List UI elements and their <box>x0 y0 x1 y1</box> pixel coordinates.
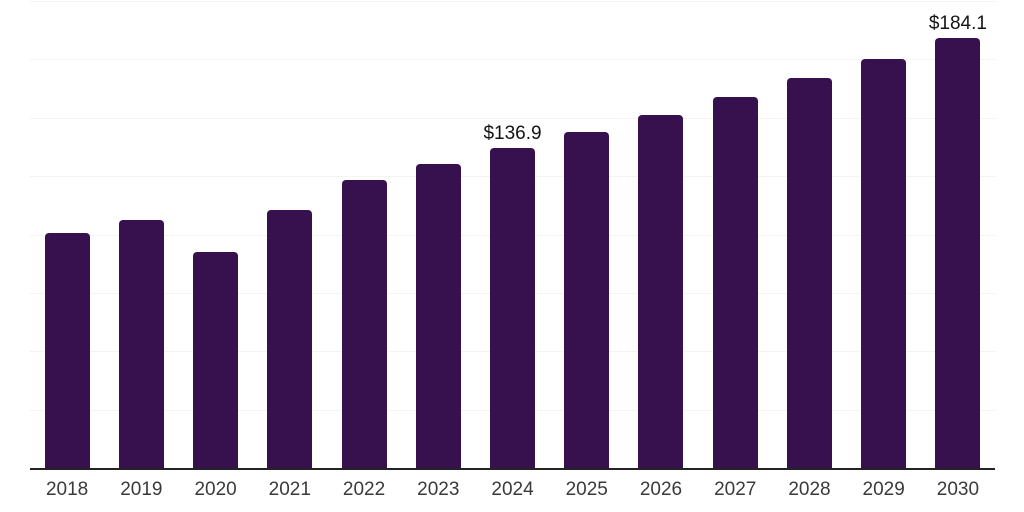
bar-slot-2029 <box>847 1 921 468</box>
gridline <box>30 59 995 61</box>
x-tick-2018: 2018 <box>45 479 89 500</box>
bars-container: $136.9 $184.1 <box>30 1 995 468</box>
x-tick-2026: 2026 <box>639 479 683 500</box>
bar-2022 <box>341 179 387 468</box>
plot-area: $136.9 $184.1 <box>30 1 995 470</box>
x-tick-2029: 2029 <box>862 479 905 500</box>
bar-slot-2027 <box>698 1 772 468</box>
bar-slot-2019 <box>104 1 178 468</box>
bar-slot-2018 <box>30 1 104 468</box>
x-tick-2030: 2030 <box>936 479 980 500</box>
bar-2029 <box>861 58 907 468</box>
bar-2018 <box>44 233 90 468</box>
data-label-2030: $184.1 <box>928 13 987 35</box>
bar-slot-2028 <box>772 1 846 468</box>
bar-2019 <box>118 219 164 468</box>
bar-slot-2020 <box>178 1 252 468</box>
bar-slot-2025 <box>550 1 624 468</box>
bar-slot-2024: $136.9 <box>475 1 549 468</box>
bar-slot-2030: $184.1 <box>921 1 995 468</box>
data-label-2024: $136.9 <box>483 123 542 145</box>
bar-2030 <box>935 38 981 468</box>
bar-2028 <box>786 77 832 468</box>
bar-2025 <box>564 132 610 468</box>
x-tick-2025: 2025 <box>565 479 608 500</box>
bar-2020 <box>193 251 239 468</box>
x-tick-2021: 2021 <box>268 479 311 500</box>
x-tick-2024: 2024 <box>491 479 534 500</box>
bar-slot-2021 <box>253 1 327 468</box>
bar-slot-2026 <box>624 1 698 468</box>
x-axis-labels: 2018 2019 2020 2021 2022 2023 2024 2025 2026 2027… <box>30 479 995 501</box>
bar-2023 <box>415 164 461 468</box>
x-tick-2019: 2019 <box>120 479 163 500</box>
bar-2027 <box>712 96 758 468</box>
gridline <box>30 117 995 119</box>
gridline <box>30 1 995 2</box>
bar-2021 <box>267 209 313 468</box>
x-tick-2022: 2022 <box>342 479 386 500</box>
x-tick-2020: 2020 <box>194 479 237 500</box>
bar-2026 <box>638 114 684 468</box>
x-tick-2023: 2023 <box>417 479 460 500</box>
bar-slot-2023 <box>401 1 475 468</box>
x-tick-2027: 2027 <box>714 479 757 500</box>
bar-slot-2022 <box>327 1 401 468</box>
x-tick-2028: 2028 <box>788 479 831 500</box>
bar-2024 <box>490 148 536 468</box>
